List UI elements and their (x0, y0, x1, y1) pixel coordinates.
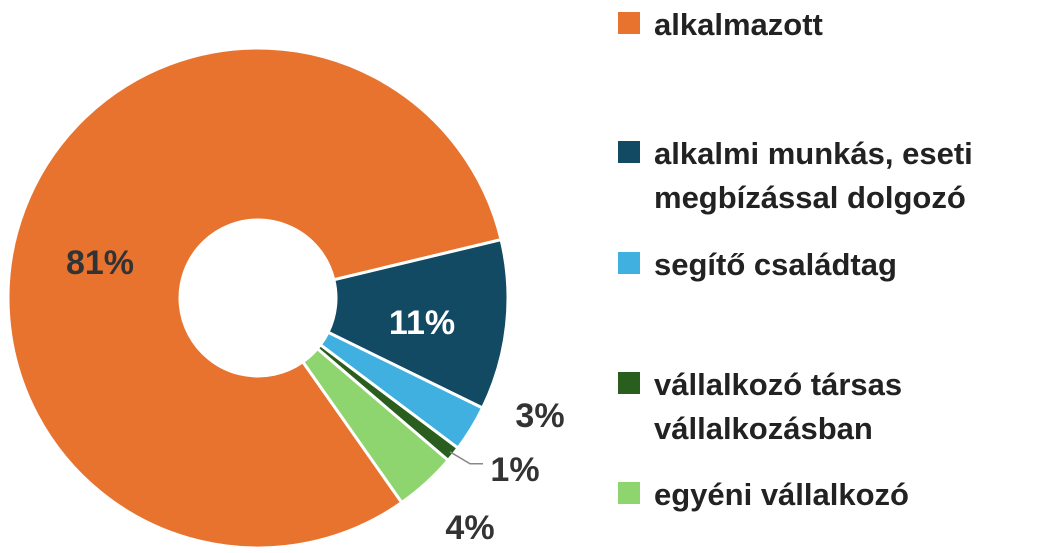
data-label: 4% (445, 509, 494, 547)
legend-label: vállalkozó társas vállalkozásban (654, 367, 903, 446)
legend-swatch (618, 252, 640, 274)
legend-label: alkalmazott (654, 7, 823, 42)
legend-item: segítő családtag (618, 243, 1048, 287)
legend-item: alkalmazott (618, 3, 1048, 47)
data-label: 1% (490, 451, 539, 489)
slice (6, 46, 503, 550)
slice (326, 237, 510, 410)
legend-item: vállalkozó társas vállalkozásban (618, 363, 1048, 451)
legend-item: alkalmi munkás, eseti megbízással dolgoz… (618, 132, 1048, 220)
chart: 81% 11% 3% 1% 4% (6, 46, 565, 550)
legend-swatch (618, 372, 640, 394)
data-label: 81% (66, 244, 134, 282)
legend-swatch (618, 12, 640, 34)
data-label: 3% (515, 397, 564, 435)
legend-label: segítő családtag (654, 247, 897, 282)
slice (300, 346, 451, 505)
legend-label: alkalmi munkás, eseti megbízással dolgoz… (654, 136, 973, 215)
legend-swatch (618, 141, 640, 163)
legend-item: egyéni vállalkozó (618, 473, 1048, 517)
legend-swatch (618, 482, 640, 504)
data-label: 11% (389, 304, 455, 342)
legend-label: egyéni vállalkozó (654, 477, 909, 512)
leader-line (449, 451, 483, 465)
